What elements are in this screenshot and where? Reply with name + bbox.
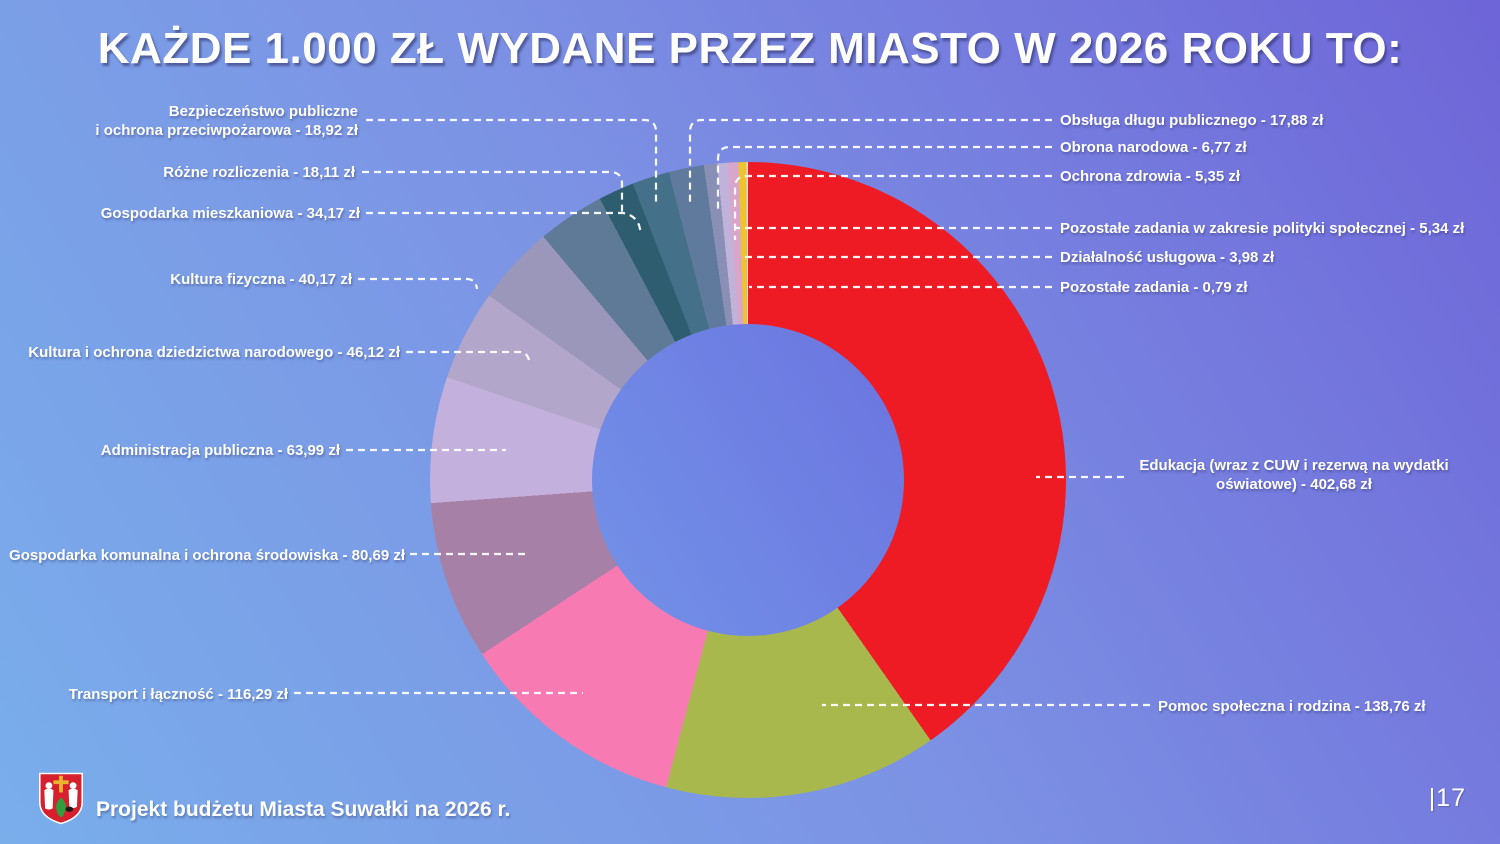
page-number: |17 <box>1428 784 1466 812</box>
footer-title: Projekt budżetu Miasta Suwałki na 2026 r… <box>96 798 511 821</box>
label-ochrona-zdrowia: Ochrona zdrowia - 5,35 zł <box>1060 168 1241 185</box>
donut-hole <box>592 324 904 636</box>
label-dzialalnosc-uslugowa: Działalność usługowa - 3,98 zł <box>1060 249 1275 266</box>
suwalki-coat-of-arms <box>39 772 83 825</box>
slide-title: KAŻDE 1.000 ZŁ WYDANE PRZEZ MIASTO W 202… <box>97 24 1403 73</box>
label-transport-lacznosc: Transport i łączność - 116,29 zł <box>68 686 288 703</box>
label-edukacja: Edukacja (wraz z CUW i rezerwą na wydatk… <box>1139 457 1449 493</box>
leader-kultura-fizyczna <box>358 277 479 290</box>
label-kultura-dziedzictwo: Kultura i ochrona dziedzictwa narodowego… <box>28 344 400 361</box>
label-gospodarka-komunalna: Gospodarka komunalna i ochrona środowisk… <box>9 547 405 564</box>
label-pomoc-spoleczna: Pomoc społeczna i rodzina - 138,76 zł <box>1158 698 1426 715</box>
label-kultura-fizyczna: Kultura fizyczna - 40,17 zł <box>170 271 352 288</box>
label-obrona-narodowa: Obrona narodowa - 6,77 zł <box>1060 139 1247 156</box>
label-obsluga-dlugu: Obsługa długu publicznego - 17,88 zł <box>1060 112 1324 129</box>
label-pozostale-zadania-polityka-spoleczna: Pozostałe zadania w zakresie polityki sp… <box>1060 220 1465 237</box>
label-rozne-rozliczenia: Różne rozliczenia - 18,11 zł <box>163 164 355 181</box>
label-pozostale-zadania: Pozostałe zadania - 0,79 zł <box>1060 279 1248 296</box>
label-gospodarka-mieszkaniowa: Gospodarka mieszkaniowa - 34,17 zł <box>100 205 360 222</box>
label-administracja-publiczna: Administracja publiczna - 63,99 zł <box>100 442 340 459</box>
label-bezpieczenstwo-publiczne: Bezpieczeństwo publiczne i ochrona przec… <box>95 103 358 139</box>
